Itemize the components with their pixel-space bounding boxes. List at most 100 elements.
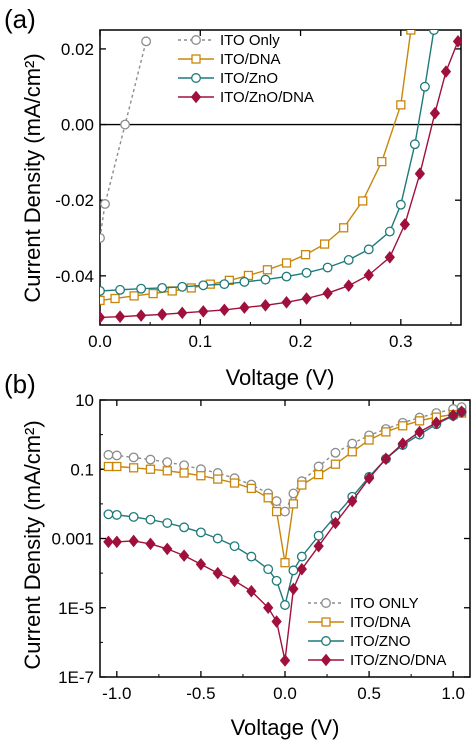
x-tick-label: 0.3	[389, 332, 413, 351]
data-point-ito-dna	[162, 466, 172, 476]
series-ito-dna	[103, 408, 467, 568]
series-ito-zno	[100, 30, 439, 296]
data-point-ito-zno	[263, 564, 274, 575]
data-point-ito-only	[100, 199, 110, 209]
data-point-ito-only	[347, 438, 358, 449]
x-tick-label: 0.1	[188, 332, 212, 351]
data-point-ito-zno-dna	[322, 286, 333, 300]
data-point-ito-zno-dna	[198, 305, 209, 318]
data-point-ito-zno	[271, 575, 282, 586]
data-point-ito-zno-dna	[456, 405, 467, 418]
data-point-ito-only	[313, 461, 324, 472]
panel-b-series	[103, 402, 467, 667]
data-point-ito-dna	[347, 447, 357, 457]
data-point-ito-zno-dna	[100, 311, 106, 324]
data-point-ito-dna	[128, 463, 139, 473]
y-tick-label: 0.001	[51, 530, 94, 549]
data-point-ito-zno-dna	[114, 310, 126, 323]
data-point-ito-zno	[100, 286, 105, 296]
x-tick-label: 0.5	[357, 684, 381, 703]
data-point-ito-dna	[313, 469, 324, 480]
data-point-ito-zno	[395, 199, 406, 210]
legend-marker	[320, 653, 332, 667]
data-point-ito-zno-dna	[448, 409, 459, 422]
data-point-ito-zno	[115, 284, 126, 295]
data-point-ito-zno-dna	[271, 615, 282, 628]
x-tick-label: 0.0	[273, 684, 297, 703]
legend-marker	[191, 35, 201, 45]
data-point-ito-zno-dna	[414, 167, 426, 181]
data-point-ito-dna	[330, 459, 341, 469]
data-point-ito-dna	[179, 468, 189, 478]
legend-marker	[321, 636, 331, 646]
data-point-ito-zno	[280, 600, 290, 610]
data-point-ito-zno	[177, 281, 188, 292]
legend-label-ito-only: ITO Only	[220, 32, 280, 49]
data-point-ito-zno-dna	[239, 301, 250, 314]
data-point-ito-dna	[398, 421, 408, 431]
legend-marker	[191, 73, 201, 83]
data-point-ito-zno	[343, 254, 354, 265]
data-point-ito-zno	[229, 541, 240, 552]
data-point-ito-only	[103, 449, 114, 460]
data-point-ito-zno	[419, 81, 430, 92]
data-point-ito-zno-dna	[219, 303, 230, 317]
data-point-ito-zno-dna	[279, 654, 291, 667]
data-point-ito-zno-dna	[157, 308, 168, 321]
y-tick-label: -0.02	[55, 191, 94, 210]
data-point-ito-dna	[281, 258, 292, 268]
data-point-ito-zno	[363, 244, 374, 255]
legend-label-ito-zno: ITO/ZNO	[350, 633, 411, 650]
data-point-ito-zno	[260, 274, 271, 285]
series-line-ito-only	[108, 406, 462, 513]
data-point-ito-zno-dna	[429, 106, 441, 120]
data-point-ito-zno-dna	[260, 299, 271, 312]
data-point-ito-zno-dna	[263, 601, 274, 615]
data-point-ito-only	[141, 36, 152, 47]
data-point-ito-zno	[428, 30, 439, 35]
y-tick-label: -0.04	[55, 267, 94, 286]
data-point-ito-only	[145, 454, 156, 465]
data-point-ito-zno-dna	[246, 584, 257, 598]
data-point-ito-zno	[246, 551, 257, 562]
legend-marker	[321, 617, 331, 627]
data-point-ito-zno-dna	[380, 452, 392, 466]
legend-marker	[321, 598, 331, 608]
data-point-ito-dna	[300, 250, 311, 260]
data-point-ito-zno-dna	[135, 309, 147, 322]
data-point-ito-dna	[396, 100, 406, 110]
panel-b-chart: (b) -1.0 -0.5 0.0 0.5 1.0100.10.0011E-51E-7 …	[4, 369, 471, 740]
data-point-ito-zno	[219, 279, 230, 290]
series-ito-zno-dna	[103, 405, 467, 667]
data-point-ito-zno	[301, 267, 312, 278]
data-point-ito-zno	[195, 527, 206, 538]
data-point-ito-zno-dna	[363, 268, 374, 282]
y-tick-label: 1E-5	[58, 599, 94, 618]
legend-marker	[191, 54, 201, 64]
data-point-ito-zno-dna	[347, 494, 358, 508]
data-point-ito-zno	[212, 533, 223, 544]
y-tick-label: 10	[75, 391, 94, 410]
data-point-ito-dna	[297, 480, 307, 490]
data-point-ito-dna	[262, 265, 273, 275]
data-point-ito-zno	[136, 283, 147, 294]
series-ito-only	[103, 402, 467, 517]
panel-b-legend: ITO ONLY ITO/DNA ITO/ZNO ITO/ZNO/DNA	[308, 595, 446, 669]
data-point-ito-zno-dna	[343, 279, 354, 292]
panel-a-series	[100, 30, 461, 324]
data-point-ito-dna	[319, 239, 330, 249]
data-point-ito-dna	[406, 30, 416, 35]
data-point-ito-zno	[179, 522, 190, 533]
data-point-ito-zno	[384, 226, 395, 237]
data-point-ito-zno-dna	[128, 534, 139, 548]
data-point-ito-dna	[263, 493, 273, 503]
panel-b-ylabel: Current Density (mA/cm²)	[20, 420, 45, 669]
data-point-ito-dna	[377, 156, 387, 167]
data-point-ito-zno	[313, 530, 324, 541]
data-point-ito-dna	[103, 461, 114, 472]
series-ito-zno-dna	[100, 35, 461, 324]
data-point-ito-only	[271, 496, 282, 507]
data-point-ito-zno-dna	[399, 218, 410, 231]
data-point-ito-zno-dna	[313, 539, 324, 553]
